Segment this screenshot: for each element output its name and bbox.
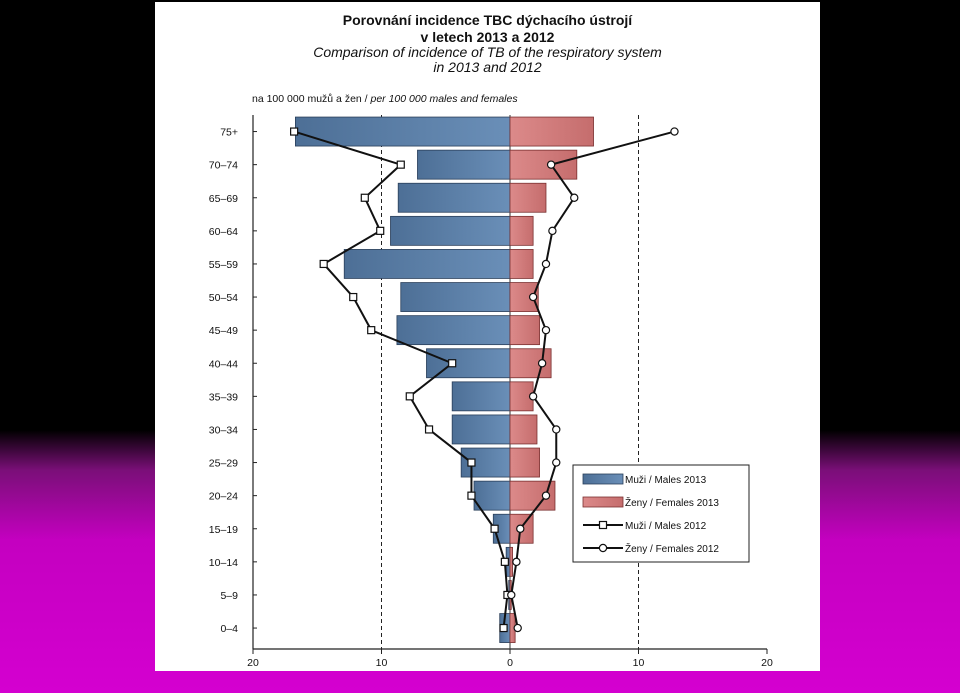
y-tick-label: 20–24 (209, 491, 238, 503)
point-female-2012 (528, 292, 538, 302)
point-female-2012 (570, 193, 579, 202)
legend-label: Muži / Males 2012 (625, 521, 707, 532)
bar-male-2013 (400, 282, 511, 312)
bar-male-2013 (451, 414, 511, 445)
y-tick-label: 25–29 (209, 458, 238, 470)
point-male-2012 (360, 193, 369, 202)
line-female-2012 (510, 130, 675, 629)
bar-female-2013 (509, 116, 594, 147)
bar-male-2013 (451, 381, 511, 412)
y-tick-label: 60–64 (209, 226, 238, 238)
point-female-2012 (528, 392, 538, 401)
y-tick-label: 65–69 (209, 193, 238, 205)
point-female-2012 (541, 259, 551, 269)
point-female-2012 (541, 325, 551, 335)
x-tick-label: 10 (376, 657, 388, 669)
point-female-2012 (670, 127, 679, 136)
pyramid-chart: 75+ 70–74 65–69 60–64 55–59 50–54 45–49 40–44 35… (209, 115, 773, 669)
unit-note-prefix: na 100 000 mužů a žen / (252, 93, 371, 105)
unit-note-italic: per 100 000 males and females (370, 93, 518, 105)
point-male-2012 (467, 458, 476, 467)
legend-label: Ženy / Females 2013 (625, 496, 719, 509)
point-female-2012 (546, 160, 556, 169)
line-series (290, 127, 679, 633)
chart-title-en-line1: Comparison of incidence of TB of the res… (313, 44, 662, 60)
y-tick-label: 70–74 (209, 160, 238, 172)
legend-swatch-male-2013 (582, 473, 624, 485)
y-tick-label: 75+ (220, 127, 238, 139)
y-tick-label: 45–49 (209, 325, 238, 337)
point-female-2012 (516, 524, 525, 533)
x-tick-label: 10 (633, 657, 645, 669)
point-female-2012 (552, 425, 561, 434)
chart-title-cz-line2: v letech 2013 a 2012 (420, 29, 555, 45)
point-female-2012 (512, 557, 521, 567)
point-female-2012 (552, 458, 561, 467)
y-tick-label: 0–4 (220, 623, 238, 635)
point-female-2012 (513, 623, 522, 633)
point-male-2012 (405, 392, 414, 401)
bar-male-2013 (460, 447, 511, 478)
legend-marker-circle (598, 543, 608, 553)
point-male-2012 (499, 623, 508, 633)
legend-swatch-female-2013 (582, 496, 624, 508)
chart-title-cz-line1: Porovnání incidence TBC dýchacího ústroj… (342, 12, 633, 28)
bar-female-2013 (509, 215, 534, 246)
y-tick-label: 5–9 (220, 590, 238, 602)
point-male-2012 (376, 226, 385, 235)
bar-male-2013 (343, 249, 511, 279)
point-male-2012 (290, 127, 299, 136)
point-male-2012 (448, 359, 457, 368)
point-male-2012 (367, 326, 376, 335)
point-male-2012 (424, 425, 434, 434)
y-tick-label: 30–34 (209, 424, 238, 436)
chart-title-en-line2: in 2013 and 2012 (433, 59, 542, 75)
bar-female-2013 (509, 249, 534, 279)
line-male-2012 (293, 130, 509, 629)
bar-male-2013 (473, 480, 511, 511)
y-tick-label: 40–44 (209, 358, 238, 370)
bar-male-2013 (396, 315, 511, 346)
legend-label: Ženy / Females 2012 (625, 542, 719, 555)
point-male-2012 (319, 259, 328, 269)
x-tick-label: 0 (507, 657, 513, 669)
y-tick-label: 35–39 (209, 391, 238, 403)
point-male-2012 (467, 491, 476, 500)
bar-male-2013 (390, 215, 511, 246)
bar-female-2013 (509, 546, 513, 577)
point-male-2012 (349, 292, 358, 302)
x-tick-label: 20 (761, 657, 773, 669)
bar-male-2013 (397, 182, 511, 213)
legend-label: Muži / Males 2013 (625, 475, 707, 486)
chart-slide: Porovnání incidence TBC dýchacího ústroj… (155, 2, 820, 671)
bar-female-2013 (509, 182, 547, 213)
point-female-2012 (548, 226, 557, 236)
point-male-2012 (490, 524, 499, 533)
bar-female-2013 (509, 447, 540, 478)
point-female-2012 (541, 491, 551, 500)
unit-note: na 100 000 mužů a žen / per 100 000 male… (252, 93, 518, 105)
bar-female-2013 (509, 149, 578, 180)
y-tick-label: 10–14 (209, 557, 238, 569)
legend: Muži / Males 2013 Ženy / Females 2013 Muži… (572, 464, 750, 563)
legend-marker-square (598, 520, 608, 530)
y-tick-label: 55–59 (209, 259, 238, 271)
axis-labels: 75+ 70–74 65–69 60–64 55–59 50–54 45–49 40–44 35… (209, 127, 773, 669)
point-female-2012 (507, 590, 516, 600)
bar-series (295, 116, 594, 643)
bar-male-2013 (417, 149, 511, 180)
x-tick-label: 20 (247, 657, 259, 669)
point-female-2012 (537, 359, 547, 368)
bar-female-2013 (509, 414, 538, 445)
bar-female-2013 (509, 315, 540, 346)
point-male-2012 (500, 557, 509, 566)
y-tick-label: 50–54 (209, 292, 238, 304)
y-tick-label: 15–19 (209, 524, 238, 536)
point-male-2012 (396, 160, 405, 169)
